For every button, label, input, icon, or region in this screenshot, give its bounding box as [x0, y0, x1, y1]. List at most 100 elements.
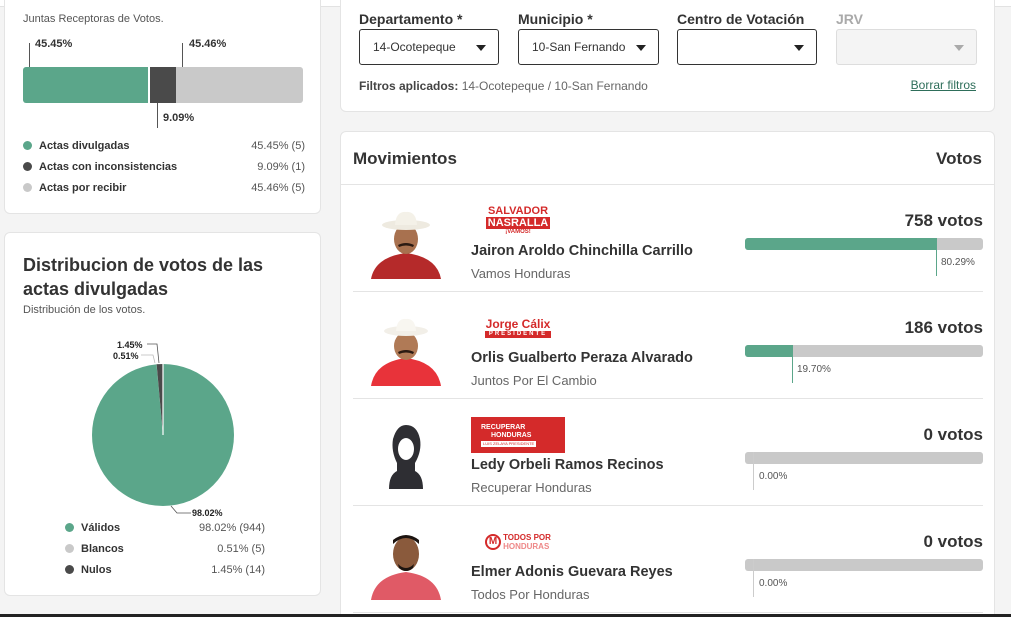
distribution-card: Distribucion de votos de las actas divul… — [4, 232, 321, 596]
legend-name: Actas con inconsistencias — [39, 160, 178, 173]
logo-text: SALVADOR — [487, 205, 549, 217]
legend-dot-icon — [65, 544, 74, 553]
pie-label-nulos: 1.45% — [117, 340, 143, 350]
chevron-down-icon — [794, 45, 804, 51]
clear-filters-link[interactable]: Borrar filtros — [910, 78, 976, 92]
candidate-pct: 0.00% — [759, 471, 788, 482]
votes-column-header: Votos — [936, 149, 982, 168]
municipio-value: 10-San Fernando — [532, 40, 626, 54]
legend-value: 1.45% (14) — [211, 563, 265, 576]
applied-filters: Filtros aplicados: 14-Ocotepeque / 10-Sa… — [359, 79, 648, 93]
logo-text: HONDURAS — [491, 431, 532, 439]
segment-divulgadas — [23, 67, 151, 103]
vote-pct-tick — [753, 559, 754, 597]
candidate-votes: 0 votos — [923, 532, 983, 551]
candidate-photo — [371, 318, 441, 386]
logo-text: TODOS POR — [503, 533, 551, 542]
bar-label-por-recibir: 45.46% — [189, 38, 227, 50]
taskbar-edge — [0, 614, 1011, 617]
municipio-label: Municipio * — [518, 11, 593, 27]
municipio-select[interactable]: 10-San Fernando — [518, 29, 659, 65]
tick-divulgadas — [29, 43, 30, 68]
vote-pct-tick — [936, 238, 937, 276]
pie-label-blancos: 0.51% — [113, 351, 139, 361]
distribution-legend: Válidos 98.02% (944) Blancos 0.51% (5) N… — [65, 517, 265, 580]
candidate-photo — [371, 211, 441, 279]
legend-dot-icon — [23, 183, 32, 192]
legend-name: Actas por recibir — [39, 181, 127, 194]
actas-card: Juntas Receptoras de Votos. 45.45% 45.46… — [4, 0, 321, 214]
vote-progress-fill — [745, 238, 937, 250]
candidate-row: Jorge Cálix PRESIDENTE Orlis Gualberto P… — [353, 292, 983, 399]
logo-text: PRESIDENTE — [484, 331, 552, 338]
movimientos-header: Movimientos Votos — [341, 132, 994, 185]
centro-label: Centro de Votación — [677, 11, 805, 27]
logo-text: LUIS ZELAYA PRESIDENTE — [481, 440, 537, 447]
applied-filters-value: 14-Ocotepeque / 10-San Fernando — [461, 79, 648, 93]
chevron-down-icon — [476, 45, 486, 51]
legend-value: 0.51% (5) — [217, 542, 265, 555]
candidate-party: Todos Por Honduras — [471, 587, 590, 602]
legend-row: Nulos 1.45% (14) — [65, 559, 265, 580]
chevron-down-icon — [954, 45, 964, 51]
legend-name: Blancos — [81, 542, 124, 555]
legend-name: Nulos — [81, 563, 112, 576]
vote-progress-bar — [745, 559, 983, 571]
vote-pct-tick — [792, 345, 793, 383]
party-logo: RECUPERAR HONDURAS LUIS ZELAYA PRESIDENT… — [471, 417, 565, 453]
legend-row: Actas divulgadas 45.45% (5) — [23, 135, 305, 156]
segment-por-recibir — [175, 67, 303, 103]
candidate-name: Jairon Aroldo Chinchilla Carrillo — [471, 243, 693, 259]
actas-stacked-bar — [23, 67, 303, 103]
candidate-name: Orlis Gualberto Peraza Alvarado — [471, 350, 693, 366]
legend-value: 9.09% (1) — [257, 160, 305, 173]
movimientos-title: Movimientos — [353, 149, 457, 168]
centro-select[interactable] — [677, 29, 817, 65]
legend-row: Actas con inconsistencias 9.09% (1) — [23, 156, 305, 177]
pie-label-validos: 98.02% — [192, 508, 223, 518]
candidate-party: Recuperar Honduras — [471, 480, 592, 495]
party-logo: M TODOS POR HONDURAS — [471, 524, 565, 560]
legend-dot-icon — [23, 162, 32, 171]
distribution-title: Distribucion de votos de las actas divul… — [23, 255, 264, 299]
candidate-pct: 80.29% — [941, 257, 975, 268]
candidate-pct: 0.00% — [759, 578, 788, 589]
candidate-photo — [371, 535, 441, 600]
bar-label-divulgadas: 45.45% — [35, 38, 73, 50]
legend-dot-icon — [65, 565, 74, 574]
legend-value: 98.02% (944) — [198, 521, 265, 534]
legend-row: Actas por recibir 45.46% (5) — [23, 177, 305, 198]
candidate-votes: 0 votos — [923, 425, 983, 444]
actas-subtitle: Juntas Receptoras de Votos. — [23, 13, 164, 25]
departamento-label: Departamento * — [359, 11, 463, 27]
candidate-votes: 758 votos — [904, 211, 983, 230]
legend-dot-icon — [23, 141, 32, 150]
distribution-subtitle: Distribución de los votos. — [23, 304, 146, 316]
candidate-votes: 186 votos — [904, 318, 983, 337]
jrv-select[interactable] — [836, 29, 977, 65]
legend-name: Válidos — [81, 521, 121, 534]
logo-text: HONDURAS — [503, 542, 550, 551]
candidate-name: Elmer Adonis Guevara Reyes — [471, 564, 673, 580]
tick-inconsistencias — [157, 103, 158, 128]
logo-text: Jorge Cálix — [485, 317, 551, 331]
candidate-party: Juntos Por El Cambio — [471, 373, 597, 388]
candidate-row: SALVADOR NASRALLA ¡VAMOS! Jairon Aroldo … — [353, 185, 983, 292]
candidate-name: Ledy Orbeli Ramos Recinos — [471, 457, 664, 473]
logo-text: M — [485, 534, 502, 550]
vote-progress-bar — [745, 238, 983, 250]
candidate-row: RECUPERAR HONDURAS LUIS ZELAYA PRESIDENT… — [353, 399, 983, 506]
bar-label-inconsistencias: 9.09% — [163, 112, 195, 124]
vote-progress-fill — [745, 345, 792, 357]
legend-dot-icon — [65, 523, 74, 532]
vote-pct-tick — [753, 452, 754, 490]
departamento-value: 14-Ocotepeque — [373, 40, 456, 54]
party-logo: SALVADOR NASRALLA ¡VAMOS! — [471, 203, 565, 239]
logo-text: NASRALLA — [485, 217, 551, 229]
logo-text: ¡VAMOS! — [505, 229, 531, 235]
movimientos-card: Movimientos Votos SALVADOR NASRALLA ¡VAM… — [340, 131, 995, 617]
vote-progress-bar — [745, 452, 983, 464]
applied-filters-label: Filtros aplicados: — [359, 79, 459, 93]
filters-card: Departamento * 14-Ocotepeque Municipio *… — [340, 0, 995, 112]
departamento-select[interactable]: 14-Ocotepeque — [359, 29, 499, 65]
